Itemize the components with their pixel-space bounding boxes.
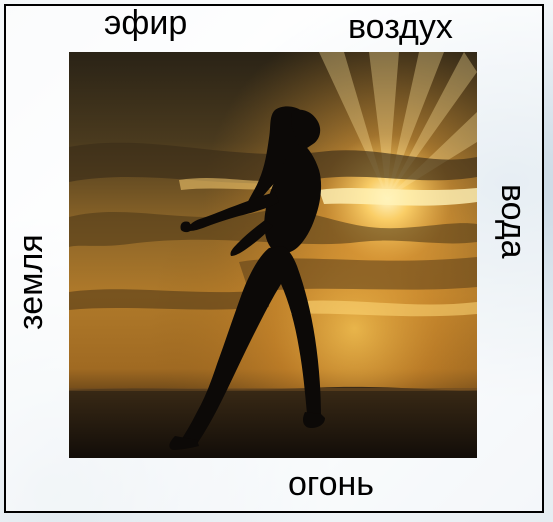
label-earth: земля <box>12 234 50 330</box>
woman-silhouette-icon <box>169 106 325 450</box>
sunset-photo <box>69 52 477 458</box>
label-air: воздух <box>348 8 453 46</box>
label-ether: эфир <box>104 4 188 42</box>
label-water: вода <box>494 184 532 259</box>
label-fire: огонь <box>288 465 374 503</box>
